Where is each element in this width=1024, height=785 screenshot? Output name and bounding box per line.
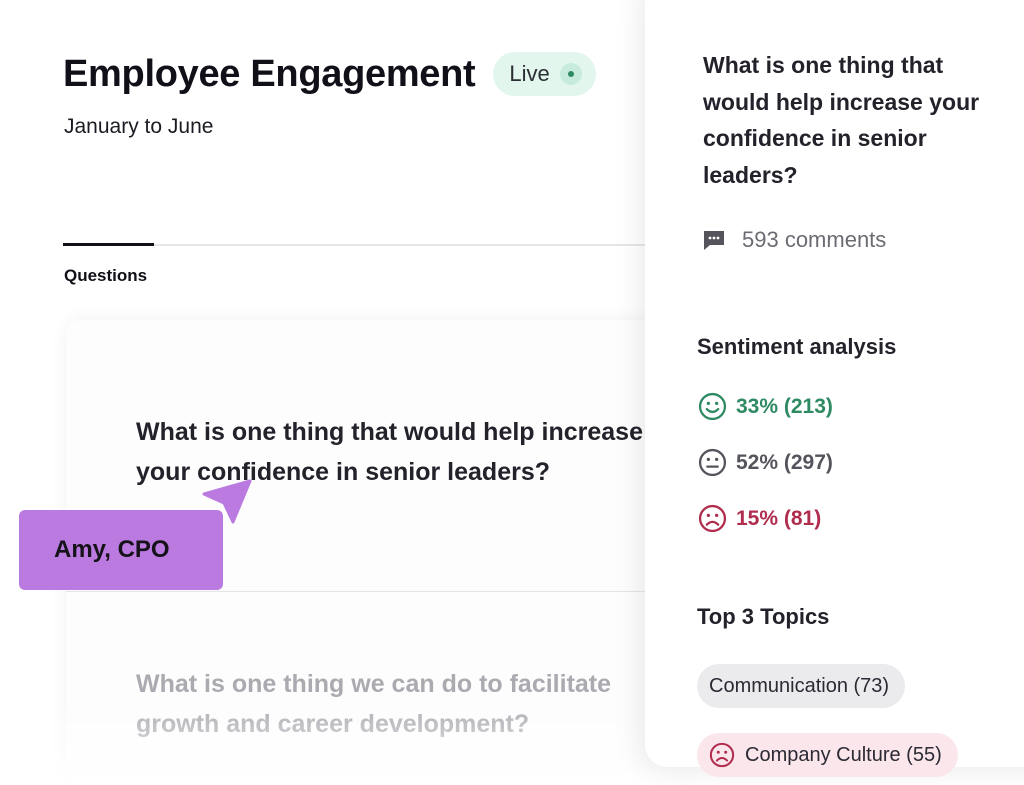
smile-icon: [698, 392, 727, 421]
sentiment-positive[interactable]: 33% (213): [698, 392, 833, 421]
live-indicator-icon: [559, 63, 582, 85]
sentiment-heading: Sentiment analysis: [697, 334, 897, 359]
tabs-divider: [63, 244, 663, 246]
survey-main-pane: Employee Engagement Live January to June…: [0, 52, 700, 785]
collaborator-tag: Amy, CPO: [19, 510, 223, 590]
status-badge: Live: [493, 52, 596, 96]
topics-heading: Top 3 Topics: [697, 604, 830, 629]
status-label: Live: [509, 61, 550, 86]
topic-chip-communication[interactable]: Communication (73): [697, 664, 906, 708]
topic-chip-label: Company Culture (55): [745, 743, 942, 766]
comments-count-link[interactable]: 593 comments: [702, 227, 886, 253]
sentiment-negative-value: 15% (81): [736, 506, 822, 530]
active-tab-indicator: [63, 243, 154, 246]
detail-question-title: What is one thing that would help increa…: [703, 52, 980, 188]
topic-chip-label: Communication (73): [709, 674, 890, 697]
tab-questions[interactable]: Questions: [64, 266, 148, 285]
sentiment-negative[interactable]: 15% (81): [698, 504, 821, 533]
question-item-1[interactable]: What is one thing that would help increa…: [136, 418, 643, 486]
topic-chip-company-culture[interactable]: Company Culture (55): [697, 733, 958, 777]
frown-icon: [709, 742, 735, 768]
survey-header: Employee Engagement Live: [63, 52, 596, 96]
collaborator-cursor-icon: [202, 479, 252, 524]
frown-icon: [698, 504, 727, 533]
survey-period: January to June: [64, 115, 214, 138]
neutral-face-icon: [698, 448, 727, 477]
question-detail-panel: [645, 0, 1024, 767]
sentiment-neutral-value: 52% (297): [736, 450, 833, 474]
comment-icon: [704, 231, 724, 250]
question-divider: [66, 591, 686, 592]
scroll-fade: [0, 700, 700, 785]
page-title: Employee Engagement: [63, 52, 476, 95]
comments-count: 593 comments: [742, 227, 887, 252]
sentiment-positive-value: 33% (213): [736, 394, 833, 418]
sentiment-neutral[interactable]: 52% (297): [698, 448, 833, 477]
collaborator-name: Amy, CPO: [54, 536, 170, 563]
